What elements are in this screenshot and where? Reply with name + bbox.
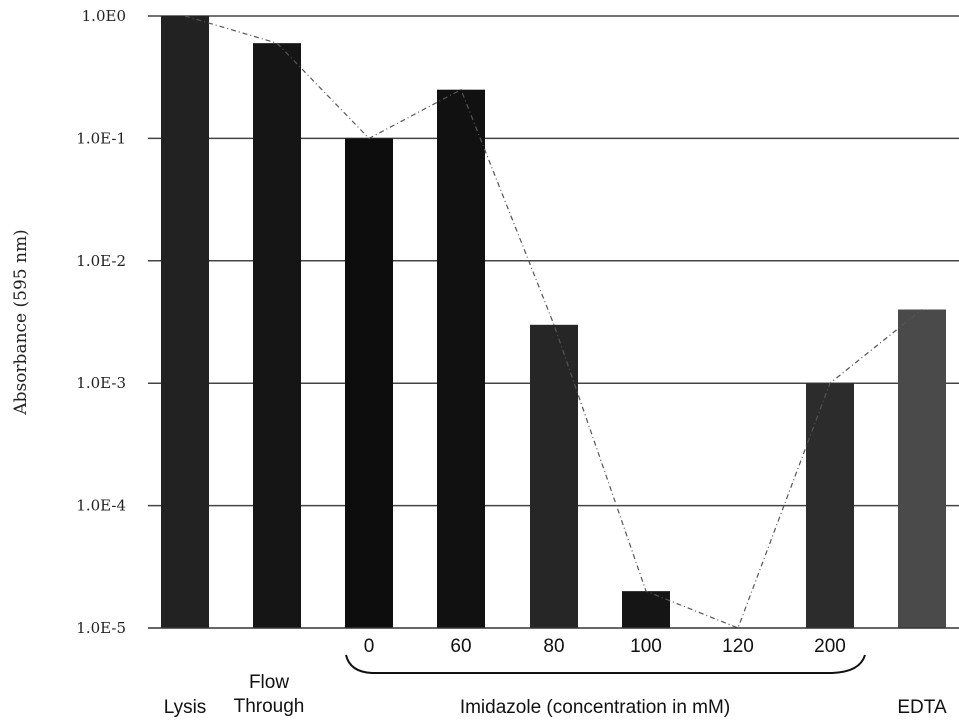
y-tick-label: 1.0E-2	[76, 252, 126, 270]
x-tick-label: EDTA	[897, 697, 947, 718]
bar	[806, 383, 854, 628]
bar	[898, 309, 946, 628]
x-tick-label: 120	[722, 636, 754, 657]
y-tick-label: 1.0E0	[82, 7, 126, 25]
x-tick-label-line1: Flow	[249, 672, 289, 693]
y-tick-label: 1.0E-1	[76, 129, 126, 147]
trend-line	[184, 15, 923, 629]
x-tick-label: 0	[364, 636, 375, 657]
x-tick-label-line2: Through	[234, 696, 305, 717]
y-tick-label: 1.0E-3	[76, 374, 126, 392]
x-tick-label: 200	[814, 636, 846, 657]
bar	[622, 591, 670, 628]
trend-polyline	[184, 15, 923, 629]
bar	[530, 324, 578, 628]
y-axis-label: Absorbance (595 nm)	[11, 229, 31, 415]
group-label: Imidazole (concentration in mM)	[460, 697, 730, 718]
group-bracket	[345, 654, 866, 674]
y-tick-label: 1.0E-4	[76, 497, 126, 515]
bar	[345, 138, 393, 628]
x-tick-label: 100	[630, 636, 662, 657]
bars	[161, 16, 946, 629]
bar	[253, 43, 301, 628]
y-tick-label: 1.0E-5	[76, 619, 126, 637]
y-axis-ticks: 1.0E0 1.0E-1 1.0E-2 1.0E-3 1.0E-4 1.0E-5	[76, 7, 126, 637]
x-tick-label: 80	[543, 636, 564, 657]
x-tick-label: 60	[450, 636, 471, 657]
x-tick-label: Lysis	[164, 697, 207, 718]
bar	[161, 16, 209, 628]
bar	[437, 89, 485, 629]
